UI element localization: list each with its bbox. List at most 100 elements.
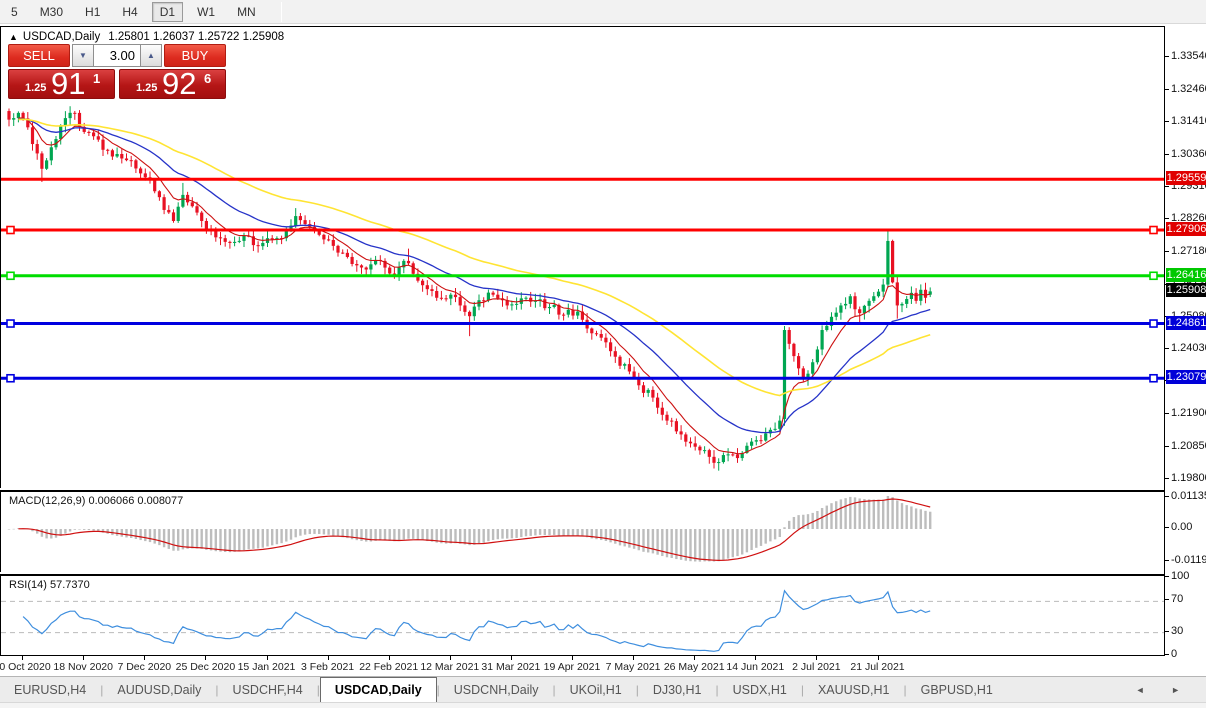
timeframe-button-h1[interactable]: H1 bbox=[85, 4, 101, 19]
price-axis-tick bbox=[1165, 348, 1169, 350]
macd-bar bbox=[491, 529, 495, 540]
candle-body bbox=[844, 303, 848, 306]
rsi-axis-tick bbox=[1165, 576, 1169, 577]
price-tag-1.23079[interactable]: 1.23079 bbox=[1166, 370, 1206, 385]
macd-bar bbox=[745, 529, 749, 553]
chart-tab-usdcnh[interactable]: USDCNH,Daily bbox=[453, 683, 539, 697]
chart-tab-eurusd[interactable]: EURUSD,H4 bbox=[14, 683, 87, 697]
macd-bar bbox=[350, 529, 354, 540]
macd-bar bbox=[571, 529, 575, 536]
collapse-triangle-icon[interactable]: ▲ bbox=[9, 32, 18, 42]
volume-decrease-button[interactable]: ▼ bbox=[72, 44, 94, 67]
macd-bar bbox=[407, 529, 410, 539]
macd-bar bbox=[233, 529, 236, 552]
price-tag-1.26416[interactable]: 1.26416 bbox=[1166, 267, 1206, 282]
hline-handle[interactable] bbox=[1149, 319, 1158, 328]
candle-body bbox=[590, 328, 594, 334]
timeframe-button-h4[interactable]: H4 bbox=[122, 4, 138, 19]
macd-bar bbox=[73, 529, 76, 530]
chart-tab-usdx[interactable]: USDX,H1 bbox=[732, 683, 787, 697]
macd-bar bbox=[92, 529, 95, 531]
chart-tab-usdchf[interactable]: USDCHF,H4 bbox=[232, 683, 303, 697]
timeframe-button-d1[interactable]: D1 bbox=[151, 1, 184, 22]
timeframe-button-mn[interactable]: MN bbox=[237, 4, 256, 19]
chart-tab-gbpusd[interactable]: GBPUSD,H1 bbox=[920, 683, 993, 697]
price-pane[interactable]: ▲ USDCAD,Daily 1.25801 1.26037 1.25722 1.2… bbox=[0, 26, 1164, 488]
ask-price-box[interactable]: 1.25 92 6 bbox=[119, 66, 226, 101]
macd-bar bbox=[788, 520, 791, 529]
chart-tab-bar: EURUSD,H4 | AUDUSD,Daily | USDCHF,H4 | USDCAD,… bbox=[0, 676, 1206, 702]
macd-pane[interactable]: MACD(12,26,9) 0.006066 0.008077 bbox=[0, 490, 1164, 572]
price-tag-1.24861[interactable]: 1.24861 bbox=[1166, 315, 1206, 330]
candle-body bbox=[651, 389, 655, 398]
chart-title: ▲ USDCAD,Daily 1.25801 1.26037 1.25722 1.2… bbox=[9, 31, 284, 43]
candle-body bbox=[806, 373, 810, 380]
macd-bar bbox=[538, 529, 542, 535]
candle-body bbox=[510, 304, 514, 306]
candle-body bbox=[327, 239, 331, 241]
macd-bar bbox=[444, 529, 448, 544]
hline-handle[interactable] bbox=[6, 319, 15, 328]
ohlc-low: 1.25722 bbox=[197, 31, 240, 43]
chart-tab-usdcad[interactable]: USDCAD,Daily bbox=[319, 677, 437, 702]
date-tick bbox=[22, 656, 24, 660]
macd-bar bbox=[468, 529, 471, 546]
hline-handle[interactable] bbox=[6, 271, 15, 281]
date-label: 19 Apr 2021 bbox=[543, 661, 601, 673]
current-price-tag[interactable]: 1.25908 bbox=[1166, 283, 1206, 298]
timeframe-button-5[interactable]: 5 bbox=[11, 4, 18, 19]
hline-handle[interactable] bbox=[1149, 373, 1158, 383]
macd-bar bbox=[924, 510, 927, 529]
timeframe-button-m30[interactable]: M30 bbox=[39, 4, 64, 19]
price-axis[interactable]: 1.335401.324601.314101.303601.293101.282… bbox=[1164, 26, 1206, 660]
date-label: 7 May 2021 bbox=[605, 661, 661, 673]
candle-body bbox=[16, 112, 20, 119]
hline-handle[interactable] bbox=[1149, 271, 1158, 281]
macd-bar bbox=[303, 529, 307, 535]
buy-button[interactable]: BUY bbox=[164, 44, 226, 67]
candle-body bbox=[656, 397, 660, 408]
candle-body bbox=[618, 356, 622, 366]
price-tag-1.29559[interactable]: 1.29559 bbox=[1166, 171, 1206, 186]
rsi-axis-label: 70 bbox=[1171, 593, 1184, 606]
macd-bar bbox=[548, 529, 551, 536]
bid-price-box[interactable]: 1.25 91 1 bbox=[8, 66, 115, 101]
candle-body bbox=[703, 450, 707, 452]
price-axis-tick bbox=[1165, 445, 1169, 447]
sell-button[interactable]: SELL bbox=[8, 44, 70, 67]
chart-tab-ukoil[interactable]: UKOil,H1 bbox=[569, 683, 622, 697]
candle-body bbox=[684, 434, 688, 442]
chart-tab-dj30[interactable]: DJ30,H1 bbox=[652, 683, 702, 697]
candles-layer bbox=[7, 106, 932, 471]
macd-bar bbox=[496, 529, 499, 540]
candle-body bbox=[120, 153, 124, 159]
timeframe-button-w1[interactable]: W1 bbox=[197, 4, 216, 19]
candle-body bbox=[623, 364, 627, 366]
candle-body bbox=[688, 441, 693, 444]
volume-increase-button[interactable]: ▲ bbox=[140, 44, 162, 67]
tab-separator: | bbox=[715, 683, 719, 697]
hline-handle[interactable] bbox=[6, 225, 15, 235]
volume-input[interactable]: 3.00 bbox=[94, 44, 140, 67]
tab-scroll-arrows[interactable]: ◄ ► bbox=[1135, 685, 1192, 695]
chart-tab-audusd[interactable]: AUDUSD,Daily bbox=[117, 683, 202, 697]
macd-bar bbox=[327, 529, 330, 535]
candle-body bbox=[289, 225, 293, 231]
chart-tab-xauusd[interactable]: XAUUSD,H1 bbox=[817, 683, 890, 697]
candle-body bbox=[45, 160, 49, 169]
hline-handle[interactable] bbox=[1149, 225, 1158, 235]
candle-body bbox=[87, 131, 91, 133]
candle-body bbox=[773, 428, 777, 430]
rsi-pane[interactable]: RSI(14) 57.7370 bbox=[0, 574, 1164, 656]
candle-body bbox=[735, 454, 740, 459]
macd-bar bbox=[703, 529, 706, 562]
hline-handle[interactable] bbox=[6, 373, 15, 383]
price-tag-1.27906[interactable]: 1.27906 bbox=[1166, 222, 1206, 237]
macd-bar bbox=[585, 529, 589, 538]
macd-bar bbox=[825, 505, 828, 529]
macd-bar bbox=[205, 529, 208, 550]
date-tick bbox=[816, 656, 818, 660]
candle-body bbox=[421, 280, 425, 286]
candle-body bbox=[533, 300, 537, 302]
